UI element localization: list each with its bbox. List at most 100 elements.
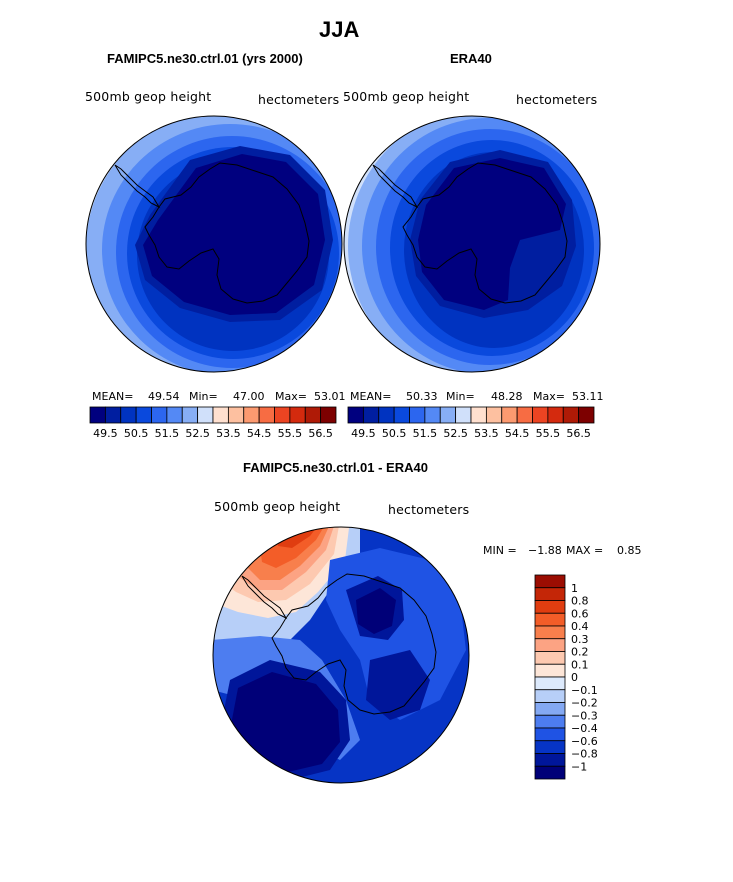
panel-diff-min-label: MIN = — [483, 544, 517, 557]
map-diff-neg-left-core — [230, 672, 340, 772]
colorbar-obs-swatch — [578, 406, 595, 424]
colorbar-diff-swatch — [534, 587, 566, 601]
colorbar-model-swatch — [227, 406, 245, 424]
panel-diff-subtitle: FAMIPC5.ne30.ctrl.01 - ERA40 — [243, 460, 428, 475]
colorbar-model-swatch — [135, 406, 152, 424]
colorbar-obs-swatch — [562, 406, 580, 424]
colorbar-diff-tick-label: −1 — [571, 760, 587, 773]
panel-diff-max-label: MAX = — [566, 544, 604, 557]
colorbar-diff-swatch — [534, 676, 566, 691]
colorbar-obs-tick-label: 53.5 — [474, 427, 499, 440]
colorbar-diff-swatch — [534, 574, 566, 589]
colorbar-diff-tick-label: 0.4 — [571, 620, 589, 633]
panel-obs-variable-label: 500mb geop height — [343, 89, 470, 104]
colorbar-obs-swatch — [362, 406, 380, 424]
colorbar-model-swatch — [258, 406, 275, 424]
colorbar-diff-tick-label: −0.6 — [571, 735, 598, 748]
colorbar-obs-swatch — [439, 406, 457, 424]
colorbar-diff-tick-label: −0.2 — [571, 697, 598, 710]
colorbar-diff-swatch — [534, 689, 566, 703]
colorbar-obs-swatch — [470, 406, 487, 424]
panel-model-max-label: Max= — [275, 390, 307, 403]
colorbar-obs-tick-label: 49.5 — [351, 427, 376, 440]
colorbar-diff-tick-label: 0.1 — [571, 658, 589, 671]
panel-obs-min-label: Min= — [446, 390, 475, 403]
colorbar-obs-swatch — [424, 406, 441, 424]
colorbar-model-tick-label: 54.5 — [247, 427, 272, 440]
panel-diff-max-value: 0.85 — [617, 544, 642, 557]
panel-obs-mean-value: 50.33 — [406, 390, 438, 403]
colorbar-model-tick-label: 52.5 — [185, 427, 210, 440]
map-obs — [344, 116, 600, 372]
colorbar-diff-tick-label: 0.3 — [571, 633, 589, 646]
colorbar-model: 49.5 50.5 51.5 52.5 53.5 54.5 55.5 56.5 — [89, 406, 337, 440]
colorbar-diff-swatch — [534, 663, 566, 678]
panel-model-mean-value: 49.54 — [148, 390, 180, 403]
colorbar-diff-swatch — [534, 714, 566, 729]
colorbar-diff-tick-label: 0.8 — [571, 595, 589, 608]
colorbar-diff-tick-label: −0.4 — [571, 722, 598, 735]
panel-model-subtitle: FAMIPC5.ne30.ctrl.01 (yrs 2000) — [107, 51, 303, 66]
colorbar-obs-swatch — [485, 406, 503, 424]
colorbar-model-swatch — [166, 406, 183, 424]
colorbar-diff-tick-label: −0.1 — [571, 684, 598, 697]
colorbar-diff-swatch — [534, 740, 566, 754]
colorbar-diff-tick-label: 0.6 — [571, 607, 589, 620]
panel-model-variable-label: 500mb geop height — [85, 89, 212, 104]
colorbar-model-swatch — [243, 406, 260, 424]
panel-obs-max-value: 53.11 — [572, 390, 604, 403]
colorbar-diff-swatch — [534, 702, 566, 716]
colorbar-diff-swatch — [534, 765, 566, 780]
colorbar-obs-tick-label: 50.5 — [382, 427, 407, 440]
map-diff-neg-lower-right — [366, 650, 430, 720]
colorbar-obs-swatch — [501, 406, 518, 424]
panel-obs-max-label: Max= — [533, 390, 565, 403]
colorbar-obs-swatch — [532, 406, 549, 424]
map-obs-inner — [418, 158, 566, 310]
colorbar-model-swatch — [212, 406, 229, 424]
panel-model-mean-label: MEAN= — [92, 390, 134, 403]
colorbar-obs-tick-label: 56.5 — [566, 427, 591, 440]
colorbar-model-swatch — [274, 406, 291, 424]
colorbar-diff-tick-label: 1 — [571, 582, 578, 595]
colorbar-diff-swatch — [534, 600, 566, 614]
colorbar-model-swatch — [289, 406, 306, 424]
colorbar-diff-swatch — [534, 638, 566, 652]
panel-model-min-value: 47.00 — [233, 390, 265, 403]
colorbar-obs-swatch — [409, 406, 426, 424]
panel-diff-min-value: −1.88 — [528, 544, 562, 557]
colorbar-diff-swatch — [534, 727, 566, 742]
panel-obs-subtitle: ERA40 — [450, 51, 492, 66]
colorbar-model-swatch — [120, 406, 137, 424]
map-obs-border — [343, 115, 601, 373]
panel-model-units-label: hectometers — [258, 92, 340, 107]
colorbar-obs-swatch — [547, 406, 564, 424]
colorbar-obs-swatch — [516, 406, 533, 424]
panel-obs-min-value: 48.28 — [491, 390, 523, 403]
colorbar-diff-swatch — [534, 625, 566, 640]
colorbar-model-swatch — [181, 406, 199, 424]
colorbar-obs-swatch — [393, 406, 410, 424]
map-model-border — [85, 115, 343, 373]
colorbar-obs: 49.5 50.5 51.5 52.5 53.5 54.5 55.5 56.5 — [347, 406, 595, 440]
colorbar-model-tick-label: 50.5 — [124, 427, 149, 440]
colorbar-model-swatch — [320, 406, 337, 424]
colorbar-model-tick-label: 53.5 — [216, 427, 241, 440]
panel-model-min-label: Min= — [189, 390, 218, 403]
panel-model-max-value: 53.01 — [314, 390, 346, 403]
colorbar-model-swatch — [197, 406, 214, 424]
colorbar-obs-swatch — [378, 406, 395, 424]
colorbar-model-swatch — [104, 406, 122, 424]
colorbar-diff-tick-label: 0.2 — [571, 646, 589, 659]
colorbar-model-tick-label: 55.5 — [278, 427, 303, 440]
colorbar-model-tick-label: 49.5 — [93, 427, 118, 440]
map-diff-border — [212, 526, 470, 784]
colorbar-obs-swatch — [347, 406, 364, 424]
colorbar-model-swatch — [151, 406, 168, 424]
colorbar-diff-swatch — [534, 612, 566, 627]
colorbar-obs-tick-label: 52.5 — [443, 427, 468, 440]
page-title: JJA — [319, 17, 360, 42]
colorbar-diff-tick-label: −0.8 — [571, 748, 598, 761]
colorbar-diff: 10.80.60.40.30.20.10−0.1−0.2−0.3−0.4−0.6… — [534, 574, 598, 780]
